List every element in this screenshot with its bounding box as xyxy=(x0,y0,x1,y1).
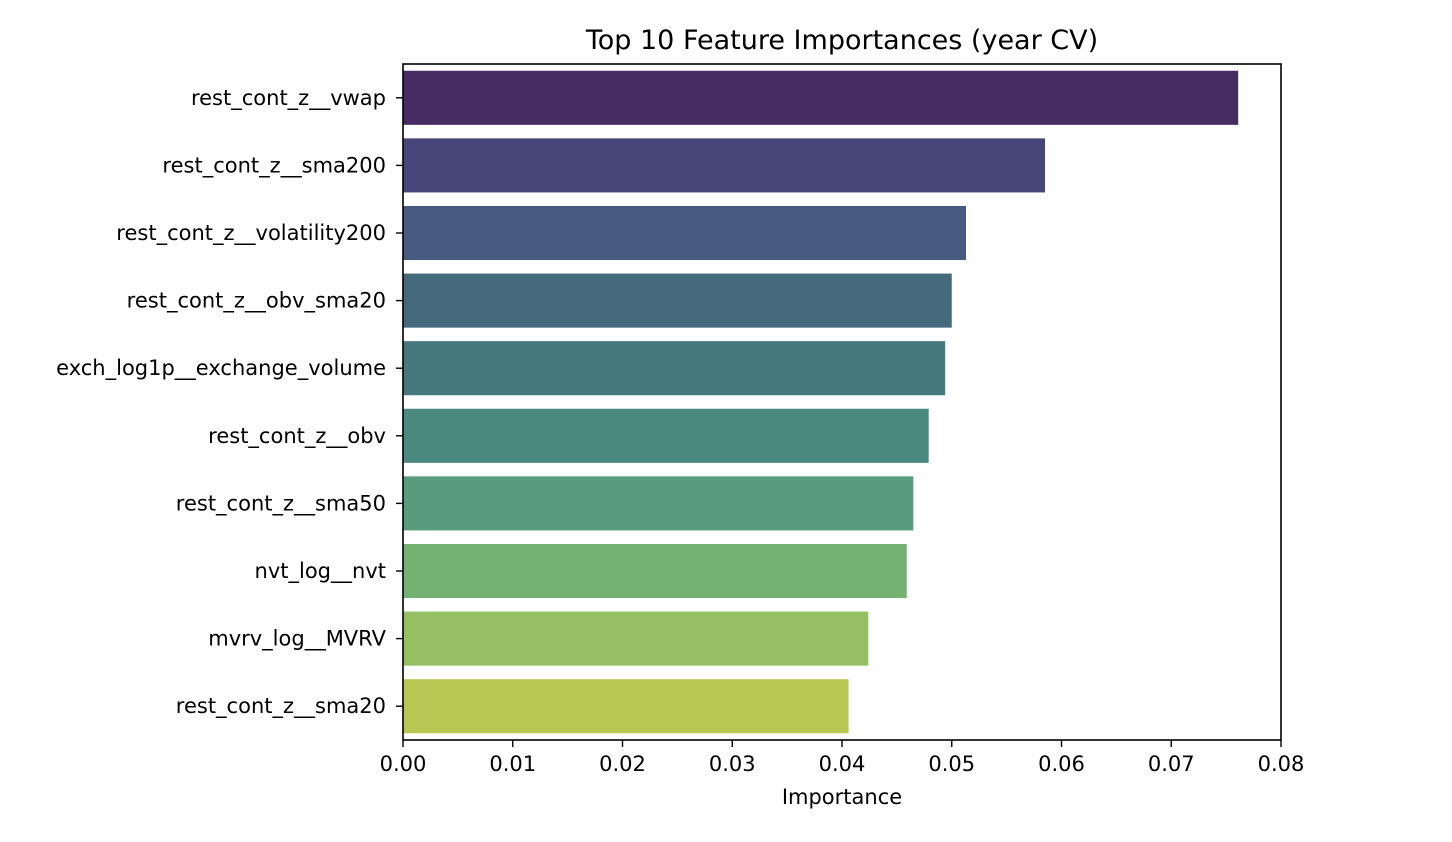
bar-rest_cont_z__obv xyxy=(403,409,929,463)
x-tick-label: 0.08 xyxy=(1258,752,1305,776)
bar-rest_cont_z__sma50 xyxy=(403,476,913,530)
x-tick-label: 0.01 xyxy=(489,752,536,776)
bar-mvrv_log__MVRV xyxy=(403,612,868,666)
y-tick-label: mvrv_log__MVRV xyxy=(208,627,386,652)
chart-title: Top 10 Feature Importances (year CV) xyxy=(585,25,1098,56)
y-tick-label: rest_cont_z__obv xyxy=(208,424,386,449)
bar-exch_log1p__exchange_volume xyxy=(403,341,945,395)
y-tick-label: rest_cont_z__volatility200 xyxy=(116,221,386,246)
y-tick-label: rest_cont_z__vwap xyxy=(191,86,386,111)
x-tick-label: 0.03 xyxy=(709,752,756,776)
y-tick-label: rest_cont_z__sma200 xyxy=(162,153,386,178)
bar-rest_cont_z__obv_sma20 xyxy=(403,274,952,328)
y-tick-label: nvt_log__nvt xyxy=(255,559,386,584)
bar-rest_cont_z__volatility200 xyxy=(403,206,966,260)
x-tick-label: 0.02 xyxy=(599,752,646,776)
x-axis-label: Importance xyxy=(782,785,902,809)
y-axis: rest_cont_z__vwap rest_cont_z__sma200rest… xyxy=(56,86,403,719)
y-tick-label: exch_log1p__exchange_volume xyxy=(56,356,386,381)
bar-nvt_log__nvt xyxy=(403,544,907,598)
y-tick-label: rest_cont_z__sma50 xyxy=(176,491,386,516)
x-tick-label: 0.00 xyxy=(380,752,427,776)
bars-layer xyxy=(403,71,1238,733)
x-tick-label: 0.04 xyxy=(819,752,866,776)
bar-rest_cont_z__sma20 xyxy=(403,679,849,733)
x-tick-label: 0.06 xyxy=(1038,752,1085,776)
bar-rest_cont_z__sma200 xyxy=(403,138,1045,192)
x-tick-label: 0.05 xyxy=(928,752,975,776)
y-tick-label: rest_cont_z__obv_sma20 xyxy=(127,289,386,314)
x-axis: 0.00 0.01 0.02 0.03 0.04 0.05 0.06 0.07 0.08 xyxy=(380,740,1305,776)
bar-rest_cont_z__vwap xyxy=(403,71,1238,125)
x-tick-label: 0.07 xyxy=(1148,752,1195,776)
y-tick-label: rest_cont_z__sma20 xyxy=(176,694,386,719)
